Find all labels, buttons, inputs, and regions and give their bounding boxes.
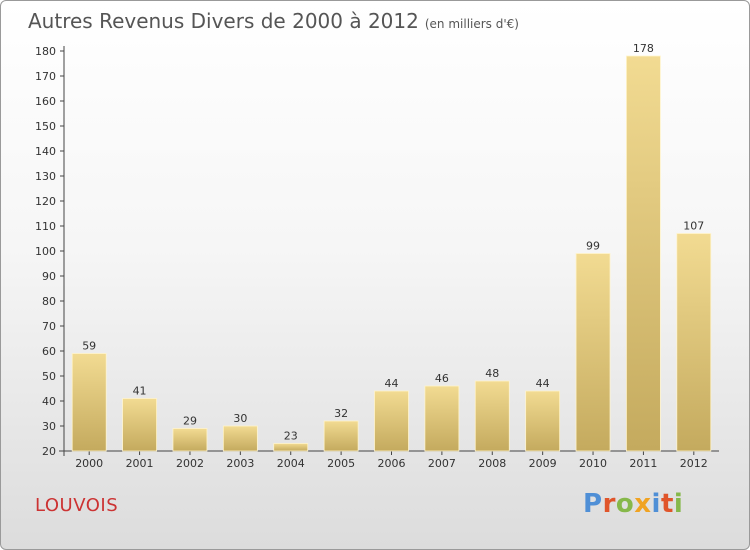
value-label-2007: 46 [435, 372, 449, 385]
y-tick-label: 30 [42, 420, 56, 433]
x-tick-label: 2008 [478, 457, 506, 470]
x-tick-label: 2003 [226, 457, 254, 470]
logo-letter: i [651, 489, 661, 519]
value-label-2010: 99 [586, 240, 600, 253]
bar-2006 [374, 390, 409, 452]
y-tick-label: 80 [42, 295, 56, 308]
y-tick-label: 130 [35, 170, 56, 183]
y-tick-label: 170 [35, 70, 56, 83]
bar-2012 [676, 233, 712, 452]
chart-subtitle: (en milliers d'€) [424, 17, 519, 31]
y-tick-label: 110 [35, 220, 56, 233]
y-tick-label: 90 [42, 270, 56, 283]
x-tick-label: 2005 [327, 457, 355, 470]
x-tick-label: 2010 [579, 457, 607, 470]
bar-2004 [273, 443, 309, 452]
x-tick-label: 2012 [680, 457, 708, 470]
y-tick-label: 160 [35, 95, 56, 108]
y-tick-label: 40 [42, 395, 56, 408]
y-tick-label: 180 [35, 45, 56, 58]
y-tick-label: 150 [35, 120, 56, 133]
chart-title: Autres Revenus Divers de 2000 à 2012 (en … [28, 9, 519, 33]
bar-2001 [122, 398, 157, 452]
value-label-2008: 48 [485, 367, 499, 380]
axes: 20 30 40 50 60 70 80 90 100 110 120 130 140 150 160 170… [35, 45, 719, 470]
bar-2008 [474, 380, 510, 452]
bar-2009 [525, 390, 561, 452]
bar-2003 [222, 425, 258, 452]
value-label-2000: 59 [82, 340, 96, 353]
x-tick-label: 2004 [277, 457, 305, 470]
bar-2011 [626, 55, 661, 452]
value-label-2011: 178 [633, 42, 654, 55]
value-label-2003: 30 [233, 412, 247, 425]
x-tick-label: 2002 [176, 457, 204, 470]
y-tick-label: 140 [35, 145, 56, 158]
y-tick-label: 100 [35, 245, 56, 258]
y-tick-label: 20 [42, 445, 56, 458]
value-label-2005: 32 [334, 407, 348, 420]
value-label-2004: 23 [284, 430, 298, 443]
value-label-2012: 107 [683, 220, 704, 233]
y-tick-label: 50 [42, 370, 56, 383]
bar-2007 [424, 385, 460, 452]
proxiti-logo: Proxiti [583, 489, 683, 519]
x-tick-label: 2000 [75, 457, 103, 470]
y-tick-label: 60 [42, 345, 56, 358]
logo-letter: x [634, 489, 652, 519]
x-tick-label: 2009 [529, 457, 557, 470]
value-label-2002: 29 [183, 415, 197, 428]
bar-2010 [575, 253, 611, 452]
value-label-2001: 41 [133, 385, 147, 398]
logo-letter: i [673, 489, 684, 519]
x-tick-label: 2007 [428, 457, 456, 470]
bars: 59 41 29 30 23 32 44 46 48 44 99 178 107 [71, 42, 712, 452]
bar-2002 [172, 428, 208, 452]
logo-letter: t [660, 489, 674, 519]
x-tick-label: 2006 [378, 457, 406, 470]
logo-letter: P [583, 489, 603, 519]
chart-title-text: Autres Revenus Divers de 2000 à 2012 [28, 9, 419, 33]
value-label-2006: 44 [385, 377, 399, 390]
bar-2000 [71, 353, 107, 452]
x-tick-label: 2001 [126, 457, 154, 470]
bar-2005 [323, 420, 359, 452]
city-name: LOUVOIS [35, 495, 119, 516]
y-tick-label: 120 [35, 195, 56, 208]
y-tick-label: 70 [42, 320, 56, 333]
value-label-2009: 44 [536, 377, 550, 390]
logo-letter: o [615, 489, 635, 519]
logo-letter: r [602, 489, 616, 519]
x-tick-label: 2011 [629, 457, 657, 470]
